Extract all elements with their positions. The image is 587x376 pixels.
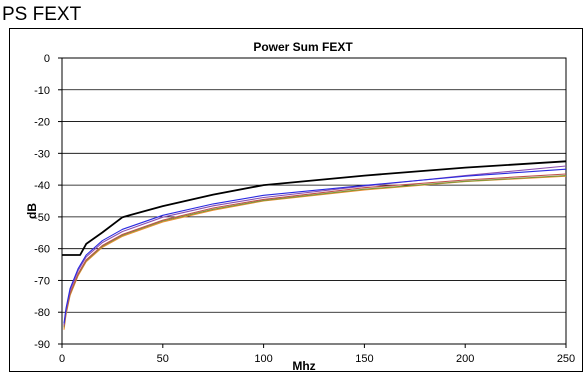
- page-heading: PS FEXT: [2, 4, 82, 25]
- chart-frame: Power Sum FEXT 0 -10 -20 -30 -40 -50 -60 -70 -80…: [9, 28, 583, 373]
- y-tick-label: -30: [34, 148, 50, 160]
- series-line-4: [63, 173, 567, 327]
- x-axis-title: Mhz: [292, 359, 315, 373]
- x-tick-label: 50: [157, 353, 169, 365]
- series-line-2: [63, 168, 567, 324]
- x-tick-label: 200: [456, 353, 474, 365]
- y-tick-label: 0: [44, 53, 50, 65]
- plot-area-border: [61, 57, 567, 345]
- y-tick-label: -70: [34, 275, 50, 287]
- y-tick-label: -20: [34, 117, 50, 129]
- power-sum-fext-chart: Power Sum FEXT 0 -10 -20 -30 -40 -50 -60 -70 -80…: [25, 40, 575, 373]
- x-tick-labels: 0 50 100 150 200 250: [59, 353, 575, 365]
- y-tick-label: -80: [34, 307, 50, 319]
- y-tick-labels: 0 -10 -20 -30 -40 -50 -60 -70 -80 -90: [34, 53, 50, 351]
- x-tick-label: 250: [557, 353, 575, 365]
- y-tick-label: -90: [34, 339, 50, 351]
- series-line-6: [63, 175, 567, 330]
- y-axis-title: dB: [25, 203, 39, 219]
- series-line-1: [62, 160, 567, 256]
- x-tick-label: 0: [59, 353, 65, 365]
- y-tick-label: -40: [34, 180, 50, 192]
- x-tick-label: 150: [355, 353, 373, 365]
- series-layer: [62, 160, 567, 330]
- chart-title: Power Sum FEXT: [253, 40, 353, 54]
- series-line-5: [63, 175, 567, 328]
- y-tick-label: -10: [34, 85, 50, 97]
- x-tick-label: 100: [254, 353, 272, 365]
- y-tick-label: -60: [34, 244, 50, 256]
- y-tick-label: -50: [34, 212, 50, 224]
- grid-lines: [58, 57, 567, 348]
